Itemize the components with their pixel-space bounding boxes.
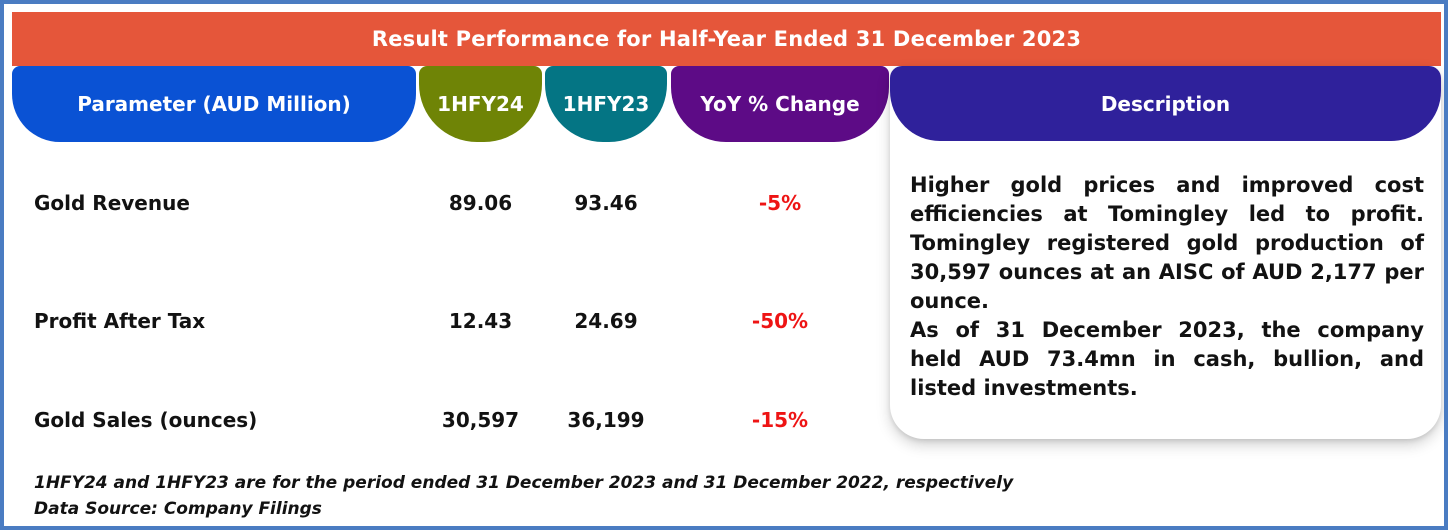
row-value-1hfy24: 89.06: [448, 191, 513, 215]
description-text: Higher gold prices and improved cost eff…: [890, 141, 1441, 403]
row-value-1hfy23: 36,199: [567, 408, 645, 432]
row-value-1hfy23: 24.69: [574, 309, 638, 333]
description-paragraph-2: As of 31 December 2023, the company held…: [910, 318, 1424, 400]
row-value-1hfy23: 93.46: [574, 191, 638, 215]
column-header-parameter-label: Parameter (AUD Million): [77, 92, 351, 116]
title-banner: Result Performance for Half-Year Ended 3…: [12, 12, 1441, 66]
page-title: Result Performance for Half-Year Ended 3…: [371, 27, 1082, 51]
table-row-gold-revenue: Gold Revenue 89.06 93.46 -5%: [12, 183, 889, 223]
row-value-1hfy24: 12.43: [448, 309, 513, 333]
table-row-gold-sales: Gold Sales (ounces) 30,597 36,199 -15%: [12, 400, 889, 440]
column-header-1hfy23-label: 1HFY23: [562, 92, 650, 116]
column-header-1hfy24: 1HFY24: [419, 66, 542, 142]
footnote-data-source: Data Source: Company Filings: [34, 499, 322, 519]
row-parameter: Profit After Tax: [34, 309, 206, 333]
row-parameter: Gold Revenue: [34, 191, 190, 215]
column-header-yoy-change-label: YoY % Change: [700, 92, 860, 116]
footnote-period: 1HFY24 and 1HFY23 are for the period end…: [34, 473, 1014, 493]
column-header-yoy-change: YoY % Change: [671, 66, 889, 142]
row-value-yoy: -15%: [751, 408, 809, 432]
row-value-yoy: -50%: [751, 309, 809, 333]
row-parameter: Gold Sales (ounces): [34, 408, 258, 432]
description-paragraph-1: Higher gold prices and improved cost eff…: [910, 173, 1424, 313]
column-header-1hfy23: 1HFY23: [545, 66, 667, 142]
row-value-1hfy24: 30,597: [441, 408, 520, 432]
column-header-description-label: Description: [1100, 91, 1231, 116]
column-header-1hfy24-label: 1HFY24: [437, 92, 524, 116]
description-card: Description Higher gold prices and impro…: [890, 66, 1441, 439]
column-header-description: Description: [890, 66, 1441, 141]
table-row-profit-after-tax: Profit After Tax 12.43 24.69 -50%: [12, 301, 889, 341]
row-value-yoy: -5%: [758, 191, 802, 215]
column-header-parameter: Parameter (AUD Million): [12, 66, 416, 142]
